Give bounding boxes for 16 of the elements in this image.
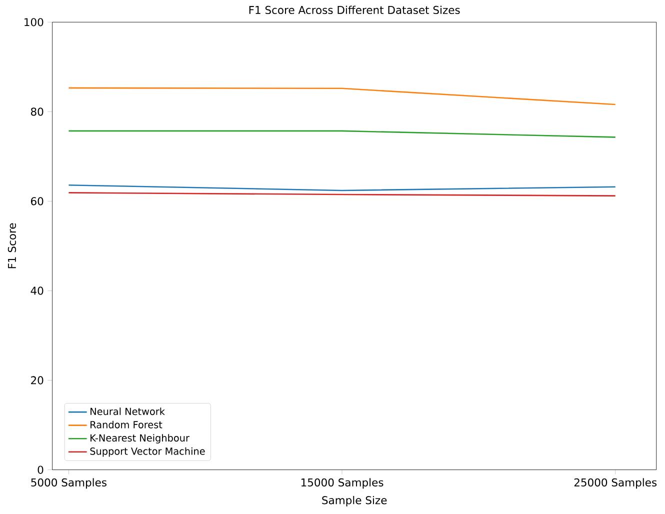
legend-label: K-Nearest Neighbour (90, 434, 190, 444)
y-tick-label: 20 (31, 376, 44, 384)
y-tick-label: 100 (24, 18, 44, 26)
legend-label: Neural Network (90, 407, 165, 415)
y-tick-label: 40 (30, 286, 44, 295)
y-tick-label: 0 (38, 466, 44, 474)
x-tick-label: 25000 Samples (574, 478, 657, 488)
x-axis-title: Sample Size (322, 496, 387, 506)
x-tick-label: 15000 Samples (301, 478, 384, 488)
y-tick-label: 80 (30, 107, 44, 116)
chart-title: F1 Score Across Different Dataset Sizes (249, 6, 460, 14)
y-tick-label: 60 (31, 197, 44, 206)
legend-label: Random Forest (90, 420, 162, 428)
y-axis-title: F1 Score (8, 223, 16, 268)
x-tick-label: 5000 Samples (31, 478, 106, 488)
legend-label: Support Vector Machine (90, 447, 205, 457)
